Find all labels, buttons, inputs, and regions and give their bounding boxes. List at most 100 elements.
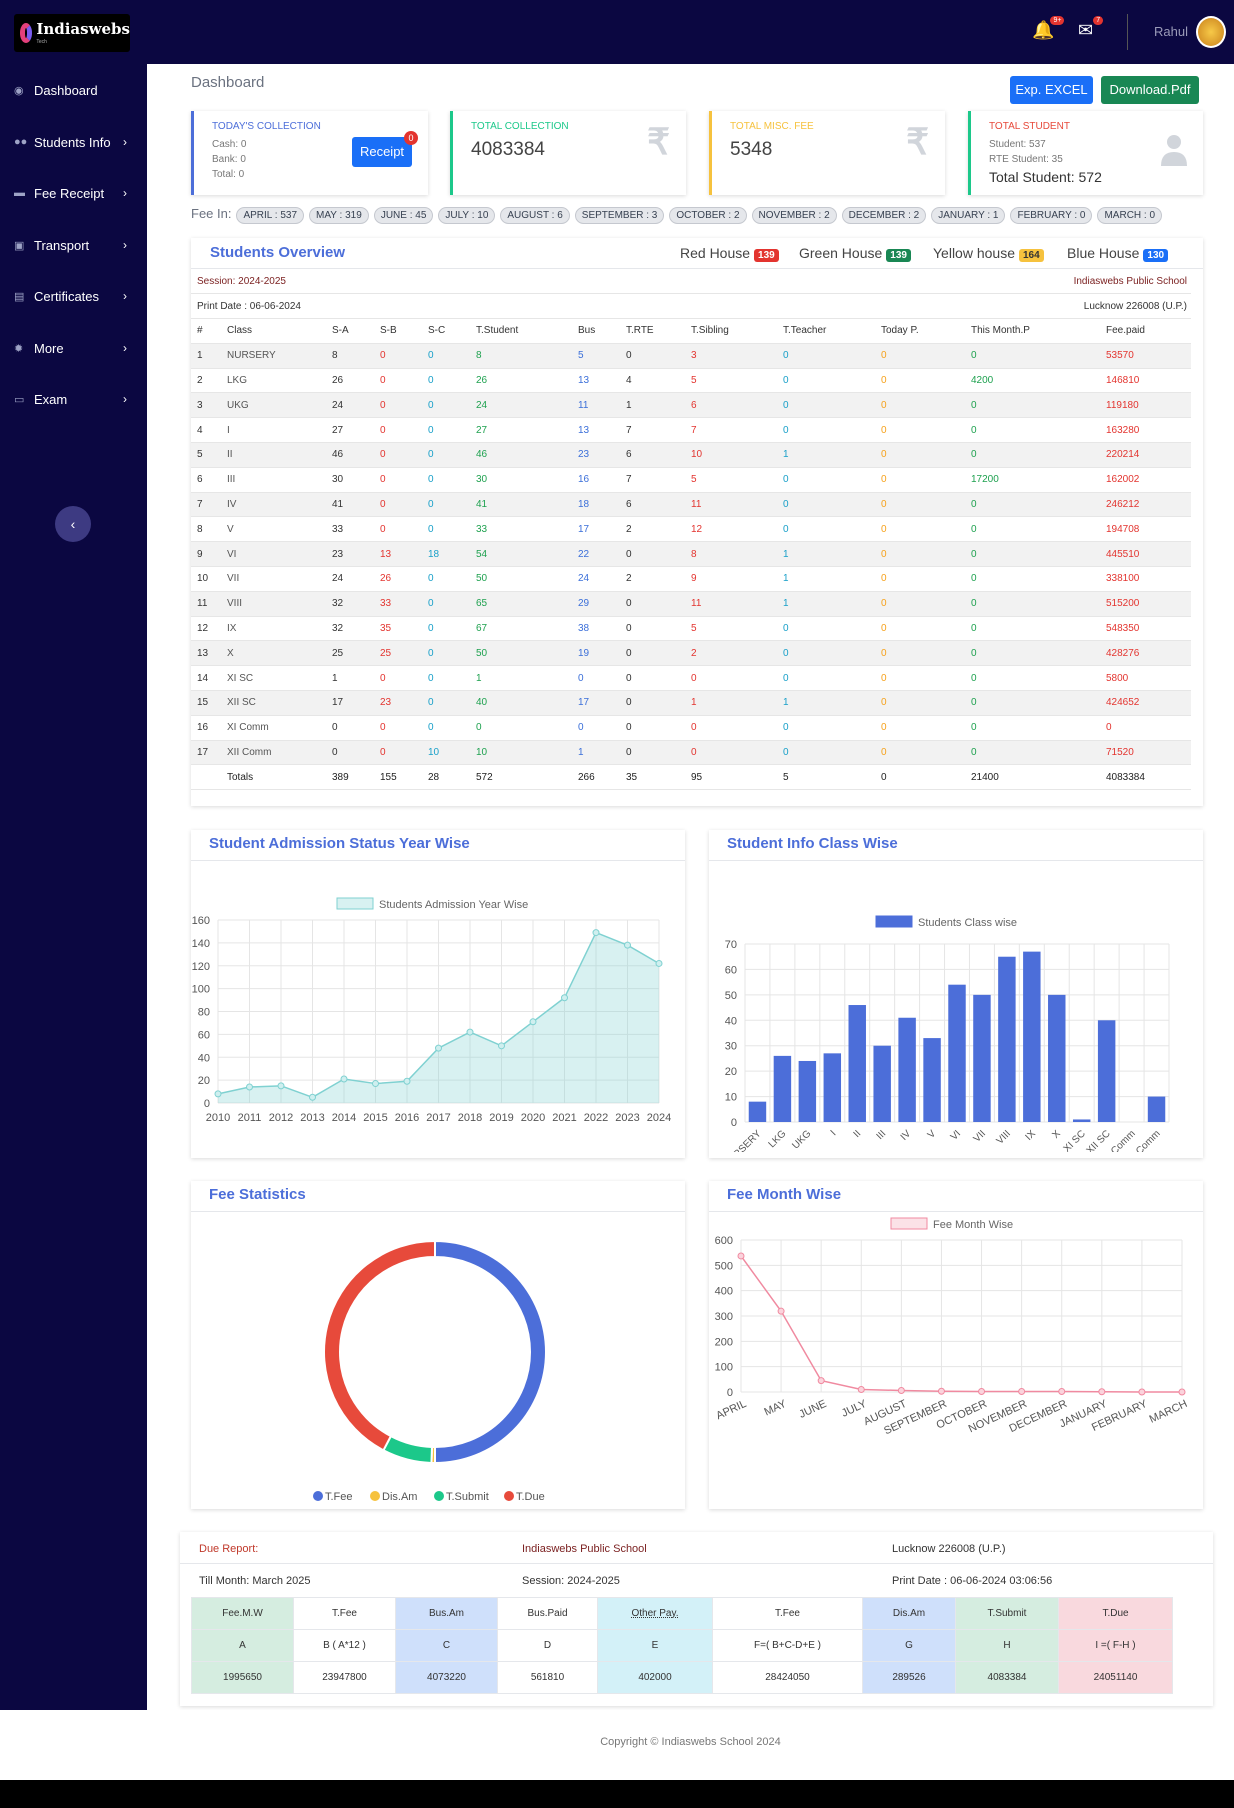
table-cell: 23 [374,690,422,716]
due-cell: Bus.Am [395,1597,498,1630]
data-point [561,994,568,1002]
table-cell: 246212 [1100,492,1191,518]
table-cell: 50 [470,566,572,592]
user-name[interactable]: Rahul [1154,24,1188,39]
table-cell: 0 [777,665,875,692]
table-cell: 10 [191,566,221,592]
card-title: TODAY'S COLLECTION [212,121,321,132]
table-cell: 35 [620,764,685,791]
due-cell: E [597,1629,713,1662]
table-cell: 0 [422,591,470,617]
table-cell: 0 [422,640,470,667]
y-tick-label: 100 [715,1362,733,1374]
table-cell: 10 [422,740,470,766]
due-cell: C [395,1629,498,1662]
misc-fee-value: 5348 [730,139,773,160]
sidebar-item-students-info[interactable]: ●● Students Info › [0,122,147,162]
brand-logo[interactable]: Indiaswebs Tech [14,14,130,52]
table-cell: 162002 [1100,467,1191,493]
bar [948,984,966,1122]
table-cell: 16 [191,715,221,741]
table-cell: 9 [685,566,777,592]
data-point [1178,1388,1186,1396]
table-cell: 46 [470,442,572,468]
table-cell: S-C [422,318,470,344]
x-tick-label: 2013 [300,1112,324,1124]
table-cell: 0 [572,665,620,692]
bell-icon[interactable]: 🔔 9+ [1032,16,1065,41]
sidebar-item-more[interactable]: ✹ More › [0,328,147,368]
y-tick-label: 60 [725,964,737,976]
school-name: Indiaswebs Public School [875,269,1191,295]
bar [1048,994,1066,1122]
table-cell: X [221,640,326,667]
avatar[interactable] [1196,16,1226,48]
data-point [592,929,600,937]
x-tick-label: VI [949,1128,963,1142]
fee-statistics-card: Fee Statistics T.Fee Dis.Am T.Submit T.Due [191,1181,685,1509]
mail-icon[interactable]: ✉ 7 [1078,16,1104,41]
table-cell: 22 [572,541,620,568]
table-cell: 0 [374,417,422,444]
table-cell: 11 [572,392,620,419]
x-tick-label: MARCH [1148,1398,1190,1426]
card-title: Student Info Class Wise [727,835,898,852]
notification-badge: 9+ [1050,16,1065,25]
sidebar-item-fee-receipt[interactable]: ▬ Fee Receipt › [0,173,147,213]
chevron-right-icon: › [123,392,127,406]
table-cell: 7 [620,467,685,493]
receipt-button[interactable]: Receipt 0 [352,131,418,167]
sidebar-item-transport[interactable]: ▣ Transport › [0,225,147,265]
table-cell: 0 [620,541,685,568]
sidebar-item-exam[interactable]: ▭ Exam › [0,379,147,419]
legend-label: Students Admission Year Wise [379,899,528,911]
table-cell: 2 [620,516,685,543]
legend-label: Students Class wise [918,917,1017,929]
x-tick-label: LKG [767,1128,789,1150]
sidebar-collapse-button[interactable]: ‹ [55,506,91,542]
data-point [529,1018,537,1026]
table-cell: 95 [685,764,777,791]
legend-swatch [875,915,913,928]
export-excel-button[interactable]: Exp. EXCEL [1010,76,1093,104]
donut-slice [434,1239,547,1465]
table-cell: 0 [965,442,1100,468]
total-collection-card: TOTAL COLLECTION 4083384 ₹ [450,111,686,195]
download-pdf-button[interactable]: Download.Pdf [1101,76,1199,104]
due-report-label: Due Report: [199,1543,259,1555]
table-cell: XI SC [221,665,326,692]
table-cell: 0 [422,368,470,394]
till-month: Till Month: March 2025 [199,1575,311,1587]
table-cell: 5 [777,764,875,791]
chevron-right-icon: › [123,341,127,355]
y-tick-label: 0 [731,1117,737,1129]
month-pill: JUNE : 45 [373,207,434,224]
table-cell: Fee.paid [1100,318,1191,344]
sidebar-item-label: Dashboard [34,82,98,98]
receipt-count-badge: 0 [404,131,418,145]
sidebar-item-certificates[interactable]: ▤ Certificates › [0,276,147,316]
table-cell: 0 [875,665,965,692]
table-cell: XI Comm [221,715,326,741]
table-cell: LKG [221,368,326,394]
table-cell: 0 [965,690,1100,716]
table-cell: 0 [620,740,685,766]
table-cell: 8 [191,516,221,543]
students-overview-table: Session: 2024-2025 Indiaswebs Public Sch… [191,269,1191,791]
table-cell: 12 [685,516,777,543]
y-tick-label: 60 [198,1029,210,1041]
month-pill: MAY : 319 [309,207,369,224]
bus-icon: ▣ [14,239,25,252]
table-cell: 5 [191,442,221,468]
table-cell: 0 [422,492,470,518]
total-value: Total: 0 [212,169,245,180]
table-cell: 0 [875,442,965,468]
table-cell: 0 [875,417,965,444]
sidebar-item-dashboard[interactable]: ◉ Dashboard [0,70,147,110]
due-cell: 23947800 [293,1661,396,1694]
table-cell: 1 [191,343,221,369]
student-count: Student: 537 [989,139,1046,150]
total-collection-value: 4083384 [471,139,545,160]
data-point [817,1377,825,1385]
table-cell: XII Comm [221,740,326,766]
